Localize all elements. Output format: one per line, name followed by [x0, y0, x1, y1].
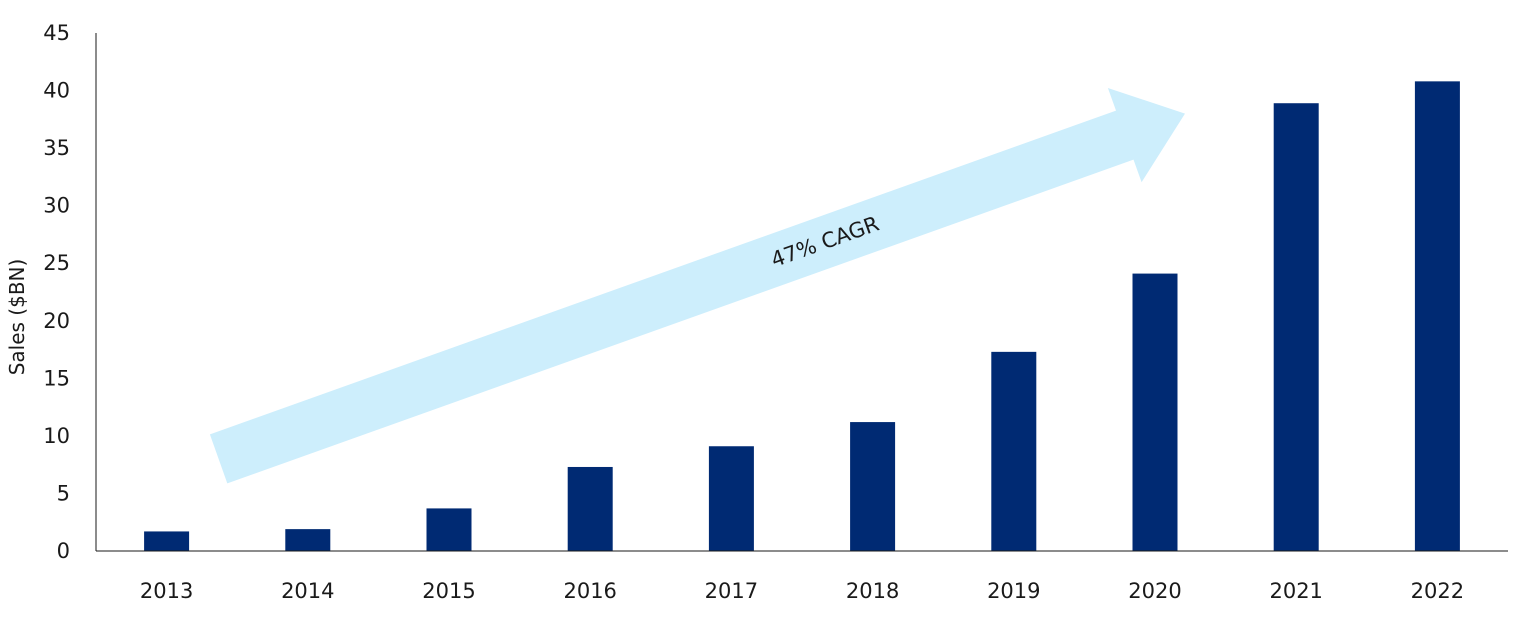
y-tick-label: 0 [57, 539, 70, 563]
bar-2022 [1414, 81, 1460, 551]
y-tick-label: 35 [43, 136, 70, 160]
x-tick-label: 2015 [422, 579, 475, 603]
x-tick-label: 2014 [281, 579, 334, 603]
bars-group [144, 81, 1460, 552]
x-tick-label: 2020 [1128, 579, 1181, 603]
bar-2019 [991, 351, 1037, 551]
x-tick-label: 2013 [140, 579, 193, 603]
y-tick-labels: 0 5 10 15 20 25 30 35 40 45 [43, 21, 70, 563]
y-tick-label: 30 [43, 194, 70, 218]
y-tick-label: 25 [43, 251, 70, 275]
bar-2018 [850, 422, 896, 551]
x-tick-labels: 2013 2014 2015 2016 2017 2018 2019 2020 2021 2022 [140, 579, 1464, 603]
y-tick-label: 15 [43, 366, 70, 390]
y-tick-label: 20 [43, 309, 70, 333]
bar-2015 [426, 508, 472, 551]
bar-2014 [285, 529, 331, 551]
x-tick-label: 2017 [705, 579, 758, 603]
y-tick-label: 5 [57, 481, 70, 505]
bar-2016 [567, 466, 613, 551]
cagr-arrow [209, 88, 1185, 484]
x-tick-label: 2018 [846, 579, 899, 603]
x-tick-label: 2021 [1269, 579, 1322, 603]
x-tick-label: 2019 [987, 579, 1040, 603]
y-axis-title: Sales ($BN) [5, 259, 29, 376]
bar-2013 [144, 531, 190, 551]
cagr-annotation: 47% CAGR [209, 88, 1185, 484]
y-tick-label: 10 [43, 424, 70, 448]
bar-2017 [708, 446, 754, 551]
x-axis: 2013 2014 2015 2016 2017 2018 2019 2020 2021 2022 [96, 550, 1508, 603]
x-tick-label: 2022 [1411, 579, 1464, 603]
y-axis: 0 5 10 15 20 25 30 35 40 45 Sales ($BN) [5, 21, 97, 563]
x-tick-label: 2016 [563, 579, 616, 603]
bar-2021 [1273, 103, 1319, 552]
y-tick-label: 45 [43, 21, 70, 45]
y-tick-label: 40 [43, 79, 70, 103]
bar-2020 [1132, 273, 1178, 551]
